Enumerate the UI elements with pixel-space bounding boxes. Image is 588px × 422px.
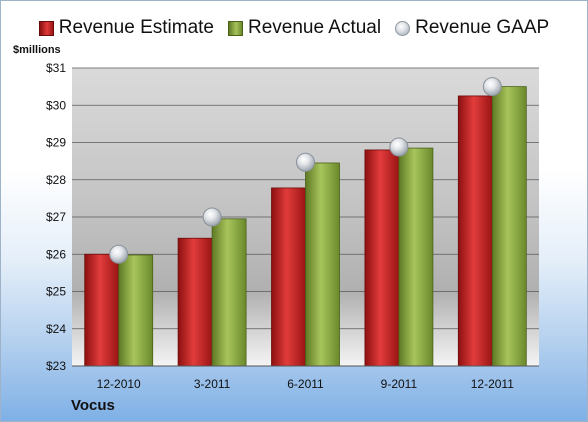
bar-estimate	[457, 95, 493, 367]
x-tick-label: 3-2011	[194, 377, 231, 391]
legend-item-estimate: Revenue Estimate	[38, 17, 214, 39]
y-tick-label: $29	[46, 136, 66, 150]
x-tick-label: 6-2011	[287, 377, 324, 391]
legend-label-actual: Revenue Actual	[248, 17, 382, 38]
y-axis-ticks: $23 $24 $25 $26 $27 $28 $29 $30 $31	[46, 61, 66, 373]
y-tick-label: $30	[46, 98, 66, 112]
bar-actual	[491, 86, 527, 367]
bar-actual	[305, 162, 340, 367]
bar-estimate	[177, 237, 213, 367]
y-tick-label: $27	[46, 210, 66, 224]
legend-item-actual: Revenue Actual	[228, 17, 381, 39]
bar-estimate	[364, 149, 400, 367]
x-tick-label: 12-2010	[97, 377, 141, 391]
legend-swatch-actual	[228, 20, 243, 36]
y-tick-label: $31	[46, 61, 66, 75]
company-name: Vocus	[71, 397, 115, 414]
y-tick-label: $26	[46, 247, 66, 261]
gaap-markers	[109, 77, 502, 264]
legend-item-gaap: Revenue GAAP	[395, 17, 549, 39]
gaap-marker	[296, 152, 315, 172]
legend-swatch-estimate	[38, 20, 54, 36]
legend-label-estimate: Revenue Estimate	[58, 17, 214, 38]
y-tick-label: $23	[46, 359, 66, 373]
y-tick-label: $25	[46, 285, 66, 299]
y-axis-units-label: $millions	[13, 44, 61, 56]
bars	[84, 86, 527, 367]
gaap-marker	[389, 137, 409, 157]
legend: Revenue Estimate Revenue Actual Revenue …	[0, 14, 588, 42]
gaap-marker	[109, 244, 129, 264]
bar-estimate	[271, 187, 306, 367]
legend-swatch-gaap	[395, 20, 411, 36]
bar-estimate	[84, 253, 120, 367]
gaap-marker	[202, 207, 222, 227]
bar-actual	[211, 218, 247, 367]
y-tick-label: $28	[46, 173, 66, 187]
x-tick-label: 9-2011	[381, 377, 418, 391]
y-tick-label: $24	[46, 322, 66, 336]
x-axis-ticks: 12-2010 3-2011 6-2011 9-2011 12-2011	[97, 377, 515, 391]
x-tick-label: 12-2011	[471, 377, 514, 391]
legend-label-gaap: Revenue GAAP	[415, 17, 550, 38]
bar-actual	[398, 147, 434, 367]
bar-actual	[118, 254, 154, 367]
gaap-marker	[482, 77, 502, 97]
